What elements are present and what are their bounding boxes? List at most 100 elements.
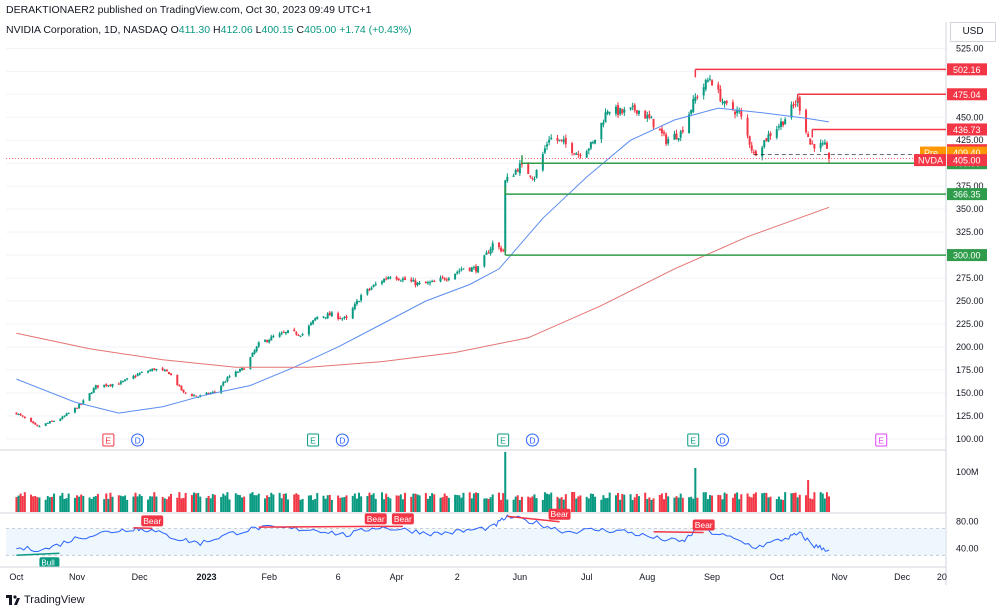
- candle-body: [280, 332, 283, 334]
- candle-body: [571, 143, 574, 153]
- volume-bar: [491, 494, 494, 512]
- candle-body: [30, 417, 33, 422]
- volume-bar: [184, 492, 187, 512]
- volume-bar: [355, 498, 358, 512]
- candle-body: [717, 84, 720, 90]
- candle-body: [529, 175, 532, 177]
- candle-body: [264, 340, 267, 342]
- candle-body: [105, 384, 108, 386]
- volume-bar: [470, 498, 473, 512]
- volume-bar: [249, 493, 252, 512]
- level-tag-label: 366.35: [953, 190, 981, 200]
- volume-bar: [88, 497, 91, 512]
- volume-bar: [309, 495, 312, 512]
- volume-bar: [96, 493, 99, 512]
- volume-bar: [226, 492, 229, 512]
- high-value: 412.06: [220, 24, 253, 36]
- candle-body: [387, 277, 390, 280]
- volume-bar: [504, 452, 507, 512]
- candle-body: [180, 385, 183, 391]
- candle-body: [637, 110, 640, 114]
- candle-body: [399, 280, 402, 282]
- candle-body: [238, 369, 241, 372]
- candle-body: [813, 144, 816, 149]
- candle-body: [76, 407, 79, 409]
- volume-bar: [665, 492, 668, 512]
- candle-body: [445, 279, 448, 281]
- volume-bar: [136, 496, 139, 512]
- volume-bar: [138, 494, 141, 512]
- candle-body: [253, 350, 256, 354]
- candle-body: [151, 368, 154, 371]
- candle-body: [358, 301, 361, 303]
- candle-body: [132, 375, 135, 379]
- candle-body: [163, 370, 166, 372]
- volume-bar: [796, 497, 799, 512]
- earnings-icon: [875, 433, 888, 447]
- candle-body: [155, 368, 158, 371]
- candle-body: [111, 384, 114, 387]
- rsi-tick-label: 40.00: [956, 544, 979, 554]
- candle-body: [629, 107, 632, 110]
- volume-bar: [681, 497, 684, 512]
- volume-bar: [623, 494, 626, 512]
- candle-body: [138, 373, 141, 375]
- bull-label-box: [39, 557, 60, 568]
- candle-body: [299, 335, 302, 337]
- candle-body: [550, 137, 553, 140]
- y-tick-label: 125.00: [956, 411, 984, 421]
- candle-body: [124, 379, 127, 382]
- volume-bar: [266, 495, 269, 512]
- volume-bar: [619, 499, 622, 512]
- candle-body: [416, 282, 419, 286]
- volume-bar: [550, 492, 553, 512]
- candle-body: [614, 106, 617, 114]
- candle-body: [497, 242, 500, 248]
- candle-body: [587, 148, 590, 151]
- candle-body: [193, 395, 195, 397]
- candle-body: [243, 368, 246, 370]
- candle-body: [531, 177, 534, 179]
- volume-bar: [353, 493, 356, 512]
- volume-bar: [456, 495, 459, 512]
- x-tick-label: Oct: [770, 572, 785, 582]
- currency-button[interactable]: USD: [950, 22, 996, 42]
- candle-body: [374, 283, 377, 285]
- volume-bar: [117, 495, 120, 512]
- y-tick-label: 325.00: [956, 227, 984, 237]
- volume-bar: [395, 495, 398, 512]
- volume-bar: [282, 493, 285, 512]
- level-tag-label: 475.04: [953, 90, 981, 100]
- volume-bar: [280, 498, 283, 512]
- x-tick-label: 20: [937, 572, 947, 582]
- candle-body: [389, 277, 392, 279]
- candle-body: [222, 382, 225, 386]
- candle-body: [322, 316, 325, 318]
- bear-divergence-line: [258, 525, 376, 528]
- y-tick-label: 200.00: [956, 342, 984, 352]
- volume-bar: [648, 497, 651, 512]
- y-tick-label: 250.00: [956, 296, 984, 306]
- candle-body: [512, 175, 515, 177]
- candle-body: [147, 371, 150, 373]
- volume-bar: [441, 497, 444, 512]
- symbol-legend[interactable]: NVIDIA Corporation, 1D, NASDAQ O411.30 H…: [6, 24, 412, 36]
- candle-body: [560, 139, 563, 141]
- volume-bar: [140, 496, 143, 512]
- candle-body: [355, 300, 358, 305]
- volume-bar: [736, 492, 739, 512]
- candle-body: [343, 317, 346, 319]
- candle-body: [604, 112, 607, 123]
- y-tick-label: 175.00: [956, 365, 984, 375]
- volume-bar: [527, 496, 530, 512]
- chart-header: DERAKTIONAER2 published on TradingView.c…: [0, 0, 1000, 22]
- volume-bar: [236, 494, 239, 512]
- volume-bar: [433, 494, 436, 512]
- volume-bar: [587, 498, 590, 512]
- candle-body: [96, 385, 99, 388]
- volume-bar: [424, 492, 427, 512]
- candle-body: [646, 115, 649, 119]
- volume-bar: [253, 495, 256, 512]
- x-tick-label: Jun: [513, 572, 528, 582]
